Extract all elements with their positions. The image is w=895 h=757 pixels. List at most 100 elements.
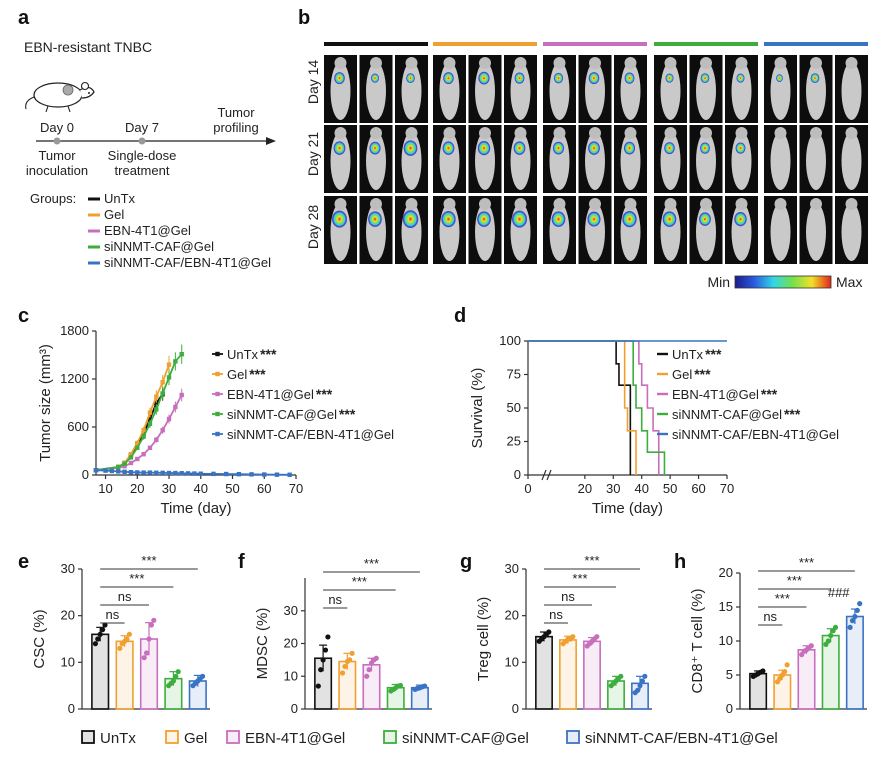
- bioluminescence-signal: [776, 74, 783, 82]
- y-tick-label: 10: [61, 654, 75, 669]
- legend-label-2: EBN-4T1@Gel ***: [672, 386, 778, 402]
- x-tick-label: 10: [98, 481, 112, 496]
- data-point: [126, 631, 132, 637]
- mouse-image-2-3-2: [725, 196, 758, 264]
- bottom-legend-label-4: siNNMT-CAF/EBN-4T1@Gel: [585, 730, 778, 747]
- bioluminescence-signal: [442, 141, 455, 155]
- mouse-head: [479, 198, 491, 210]
- timeline-day-7: Day 7: [125, 120, 159, 135]
- data-point: [160, 470, 165, 476]
- data-point: [92, 641, 98, 647]
- data-point: [144, 650, 150, 656]
- timeline-event-1b: treatment: [115, 163, 170, 178]
- bottom-legend-swatch-3: [383, 730, 397, 744]
- data-point: [173, 673, 179, 679]
- data-point: [93, 468, 99, 473]
- bioluminescence-signal: [735, 142, 746, 154]
- data-point: [128, 470, 134, 475]
- mouse-body: [841, 203, 862, 261]
- colorbar-max-label: Max: [836, 274, 862, 290]
- mouse-head: [624, 198, 637, 210]
- bar-0: [749, 672, 768, 710]
- bottom-legend-label-0: UnTx: [100, 730, 136, 747]
- data-point: [160, 391, 165, 396]
- y-tick-label: 30: [61, 561, 75, 576]
- mouse-image-0-0-0: [324, 55, 357, 123]
- series-line-0: [528, 340, 632, 475]
- mouse-body: [585, 132, 605, 190]
- mouse-body: [806, 203, 826, 261]
- data-point: [546, 629, 552, 635]
- comparison-label-3: ***: [141, 553, 156, 568]
- mouse-image-0-2-0: [543, 55, 576, 123]
- timeline-arrow-icon: [266, 137, 276, 145]
- mouse-body: [696, 132, 716, 190]
- mouse-body: [585, 203, 605, 261]
- bottom-legend-swatch-2: [226, 730, 240, 744]
- y-tick-label: 10: [719, 633, 733, 648]
- data-point: [154, 470, 159, 475]
- y-tick-label: 20: [719, 565, 733, 580]
- mouse-image-2-2-2: [614, 196, 647, 264]
- mouse-image-2-4-0: [764, 196, 797, 264]
- data-point: [179, 352, 184, 357]
- comparison-label-1: ***: [352, 574, 367, 589]
- data-point: [147, 416, 153, 422]
- bioluminescence-signal: [443, 72, 454, 85]
- bar-1: [559, 639, 577, 710]
- significance-mark: ***: [784, 406, 801, 422]
- bioluminescence-signal: [662, 211, 677, 227]
- bioluminescence-signal: [664, 142, 675, 155]
- bioluminescence-signal: [478, 71, 490, 85]
- mouse-body: [549, 62, 570, 120]
- mouse-body: [549, 132, 570, 190]
- x-tick-label: 30: [162, 481, 176, 496]
- mouse-head: [589, 57, 601, 69]
- y-tick-label: 0: [726, 701, 733, 716]
- mouse-image-1-3-2: [725, 125, 758, 193]
- mouse-body: [660, 62, 681, 120]
- panel-label-d: d: [454, 305, 466, 327]
- legend-label-1: Gel ***: [672, 366, 711, 382]
- data-point: [160, 428, 165, 433]
- bioluminescence-signal: [334, 72, 345, 85]
- y-tick-label: 100: [499, 333, 521, 348]
- data-point: [141, 452, 146, 457]
- data-point: [642, 673, 648, 679]
- panel-label-c: c: [18, 305, 29, 327]
- data-point: [173, 404, 178, 410]
- mouse-image-1-0-2: [395, 125, 428, 193]
- mouse-image-2-0-0: [324, 196, 357, 264]
- mouse-head: [443, 127, 456, 139]
- bar-2: [797, 649, 816, 710]
- x-tick-label: 50: [663, 481, 677, 496]
- mouse-body: [806, 132, 826, 190]
- y-tick-label: 75: [507, 367, 521, 382]
- bioluminescence-signal: [369, 141, 381, 155]
- panel-label-g: g: [460, 551, 472, 573]
- panel-label-h: h: [674, 551, 686, 573]
- y-tick-label: 5: [726, 667, 733, 682]
- mouse-head: [334, 57, 347, 69]
- data-point: [166, 375, 172, 380]
- mouse-image-0-4-0: [764, 55, 797, 123]
- comparison-label-3: ***: [584, 553, 599, 568]
- data-point: [249, 472, 254, 477]
- data-point: [147, 421, 153, 426]
- data-point: [422, 683, 428, 689]
- mouse-head: [405, 57, 418, 69]
- mouse-image-1-0-0: [324, 125, 357, 193]
- groups-legend: UnTxGelEBN-4T1@GelsiNNMT-CAF@GelsiNNMT-C…: [88, 191, 271, 270]
- bioluminescence-signal: [371, 73, 379, 83]
- colorbar-min-label: Min: [707, 274, 730, 290]
- legend-marker: [215, 391, 220, 397]
- x-tick-label: 60: [257, 481, 271, 496]
- mouse-image-1-4-1: [799, 125, 833, 193]
- significance-mark: ***: [260, 346, 277, 362]
- timeline-marker-day7: [138, 137, 146, 145]
- x-tick-label: 40: [634, 481, 648, 496]
- mouse-head: [664, 57, 677, 69]
- bioluminescence-signal: [512, 210, 527, 228]
- data-point: [347, 657, 353, 663]
